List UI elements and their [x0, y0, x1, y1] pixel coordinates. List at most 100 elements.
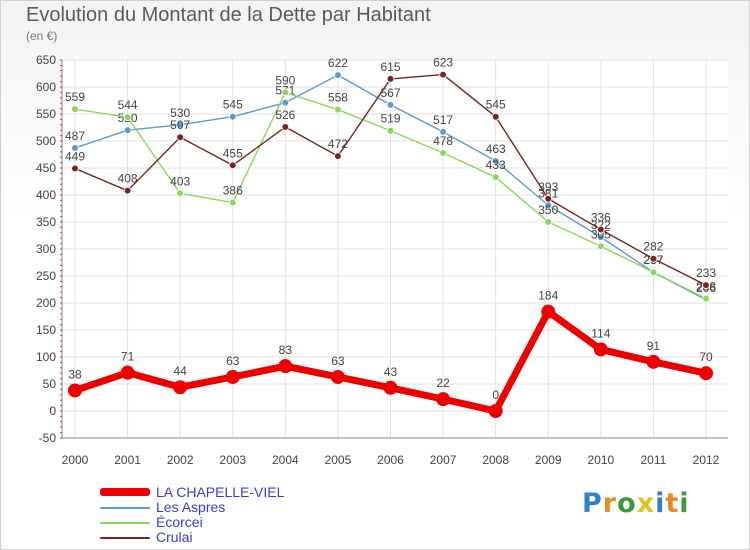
data-point — [386, 126, 395, 135]
data-point — [597, 242, 605, 251]
x-tick-label: 2005 — [325, 453, 352, 467]
data-label: 519 — [380, 112, 400, 126]
data-point — [68, 383, 82, 398]
line-chart: -50 0 50 100 150 200 250 300 350 400 450 500 550 600 6… — [36, 53, 728, 467]
y-tick-label: 400 — [36, 188, 56, 202]
data-label: 545 — [486, 98, 506, 112]
data-label: 403 — [170, 174, 190, 188]
data-point — [281, 88, 290, 97]
x-tick-label: 2003 — [219, 453, 246, 467]
data-point — [71, 164, 79, 173]
legend-label: Les Aspres — [156, 499, 226, 515]
x-tick-label: 2002 — [167, 453, 194, 467]
proxiti-logo: Proxiti — [582, 488, 690, 519]
y-tick-label: 450 — [36, 161, 56, 175]
data-point — [386, 101, 395, 109]
data-label: 233 — [696, 266, 716, 280]
logo-letter: r — [602, 488, 618, 519]
data-point — [173, 380, 188, 395]
data-label: 433 — [486, 158, 506, 172]
data-point — [439, 70, 447, 79]
data-point — [176, 121, 184, 129]
data-label: 408 — [118, 172, 138, 186]
data-label: 517 — [433, 113, 453, 127]
data-label: 381 — [538, 186, 558, 200]
logo-letter: t — [665, 488, 680, 519]
legend-swatch — [100, 488, 150, 496]
data-label: 487 — [65, 129, 85, 143]
data-point — [488, 404, 503, 418]
data-point — [176, 189, 184, 198]
data-label: 455 — [223, 146, 243, 160]
x-tick-label: 2011 — [641, 453, 667, 467]
data-label: 478 — [433, 134, 453, 148]
data-label: 282 — [643, 240, 663, 254]
data-point — [593, 342, 608, 357]
data-point — [541, 304, 556, 319]
legend-swatch — [100, 507, 150, 509]
data-point — [386, 75, 395, 83]
data-point — [225, 369, 240, 384]
legend-label: Crulai — [156, 529, 193, 545]
y-tick-label: -50 — [39, 431, 57, 445]
data-label: 530 — [170, 106, 190, 120]
data-label: 449 — [65, 150, 85, 164]
data-label: 507 — [170, 118, 190, 132]
x-tick-label: 2006 — [377, 453, 404, 467]
y-tick-label: 500 — [36, 134, 56, 148]
data-point — [228, 161, 237, 170]
x-tick-label: 2012 — [693, 453, 720, 467]
data-label: 350 — [538, 203, 558, 217]
data-label: 623 — [433, 56, 453, 70]
data-point — [228, 112, 237, 121]
data-point — [281, 123, 290, 131]
logo-letter: i — [679, 488, 690, 519]
data-point — [544, 218, 553, 226]
y-tick-label: 550 — [36, 107, 56, 121]
data-point — [120, 365, 135, 380]
data-point — [436, 392, 451, 407]
data-point — [597, 233, 605, 241]
legend-label: LA CHAPELLE-VIEL — [156, 484, 285, 500]
y-tick-label: 0 — [49, 404, 56, 418]
data-point — [491, 112, 500, 121]
x-tick-label: 2004 — [272, 453, 299, 467]
data-point — [491, 173, 500, 181]
data-label: 44 — [173, 364, 187, 378]
data-label: 0 — [492, 388, 499, 402]
x-tick-label: 2009 — [535, 453, 562, 467]
data-point — [544, 194, 553, 203]
data-label: 38 — [68, 367, 82, 381]
data-point — [649, 254, 658, 263]
legend-label: Écorcei — [156, 514, 203, 530]
data-point — [334, 105, 342, 114]
data-point — [176, 133, 184, 142]
legend-swatch — [100, 522, 150, 524]
data-point — [123, 186, 132, 195]
data-label: 63 — [226, 354, 240, 368]
data-point — [330, 369, 345, 384]
legend-swatch — [100, 537, 150, 539]
data-label: 22 — [436, 376, 450, 390]
x-tick-label: 2007 — [430, 453, 457, 467]
data-label: 590 — [275, 73, 295, 87]
data-label: 472 — [328, 137, 348, 151]
data-label: 622 — [328, 56, 348, 70]
data-point — [334, 152, 342, 160]
chart-unit-label: (en €) — [26, 29, 58, 43]
data-label: 544 — [118, 98, 138, 112]
data-label: 559 — [65, 90, 85, 104]
data-point — [281, 98, 290, 107]
data-point — [334, 71, 342, 79]
logo-letter: P — [582, 488, 603, 519]
y-tick-label: 300 — [36, 242, 56, 256]
data-label: 184 — [538, 289, 558, 303]
data-label: 71 — [121, 350, 135, 364]
data-point — [228, 198, 237, 207]
y-tick-label: 650 — [36, 53, 56, 67]
data-point — [597, 225, 605, 234]
data-point — [702, 294, 710, 303]
logo-letter: o — [617, 488, 637, 519]
x-tick-label: 2008 — [482, 453, 509, 467]
data-label: 305 — [591, 227, 611, 241]
